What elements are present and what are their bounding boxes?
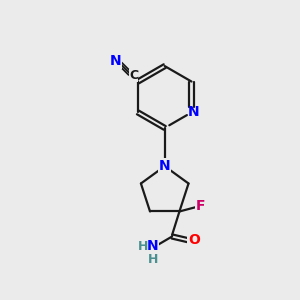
Text: N: N xyxy=(159,159,170,173)
Text: F: F xyxy=(196,199,206,213)
Text: O: O xyxy=(188,233,200,247)
Text: N: N xyxy=(110,54,122,68)
Text: C: C xyxy=(129,69,138,82)
Text: N: N xyxy=(188,106,200,119)
Text: H: H xyxy=(137,240,148,253)
Text: H: H xyxy=(148,254,158,266)
Text: N: N xyxy=(147,239,159,253)
